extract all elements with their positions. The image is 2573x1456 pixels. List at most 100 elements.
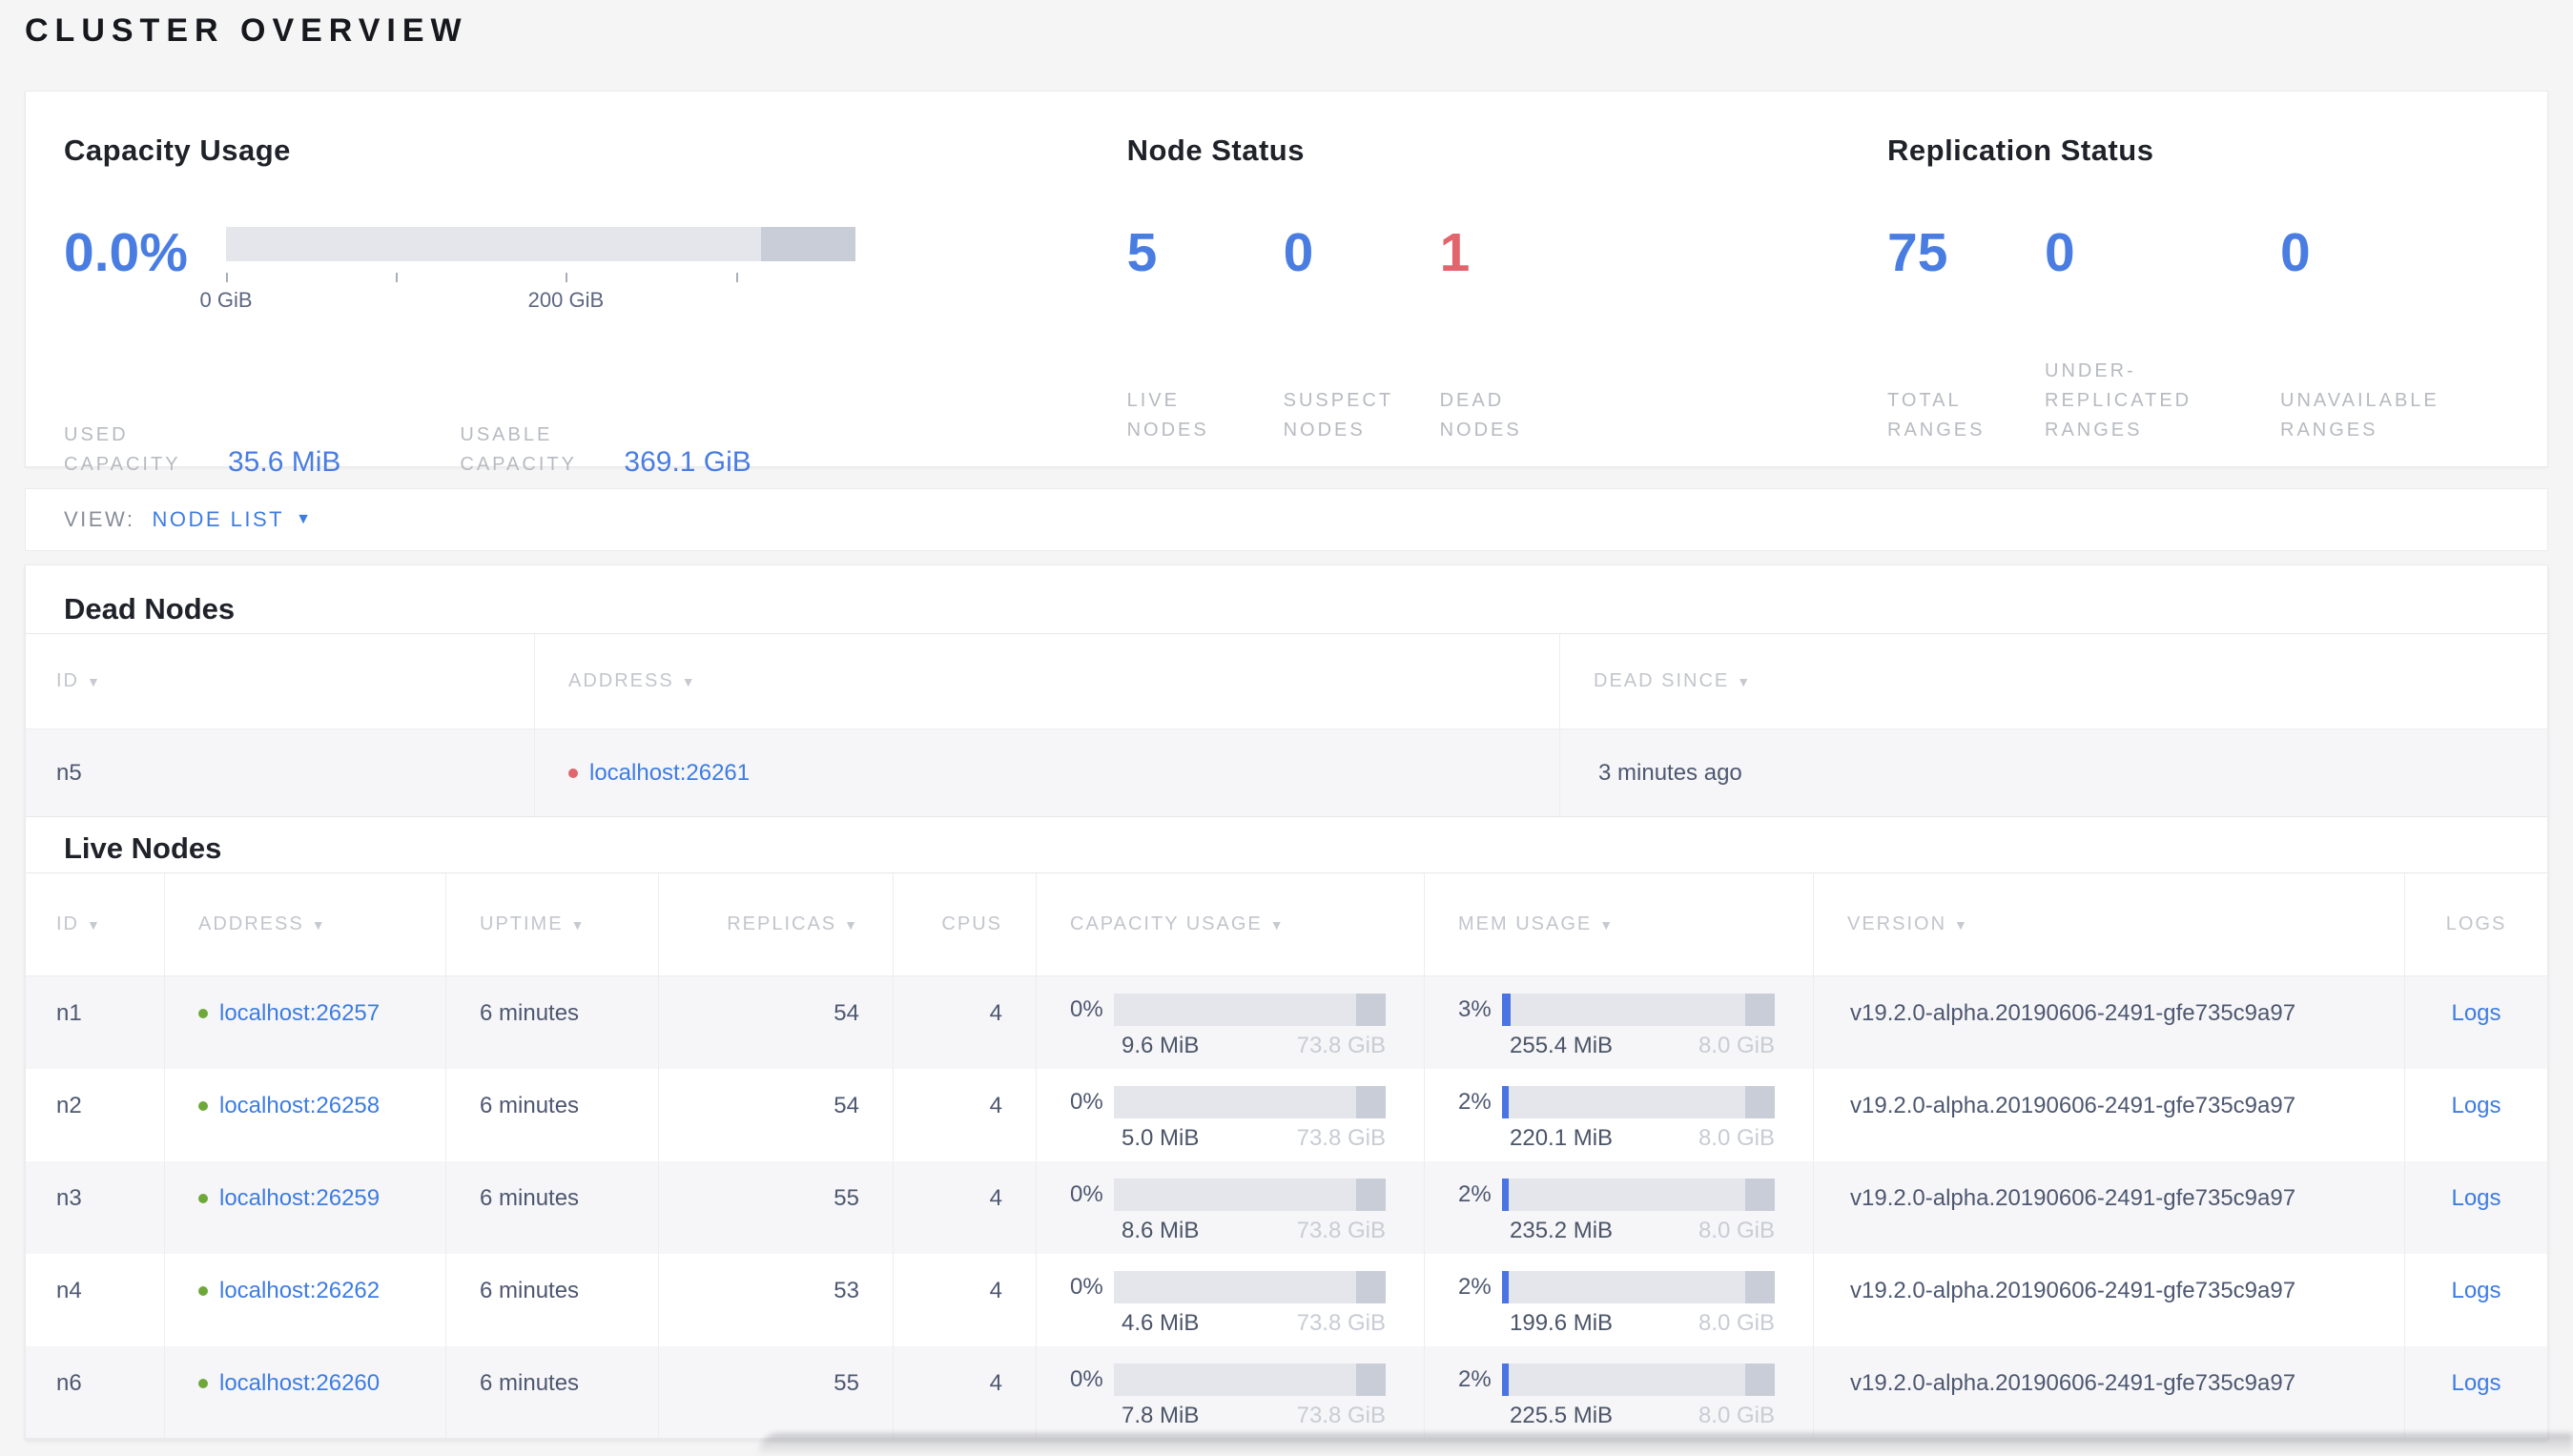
capacity-usage-chart: 0.0% 0 GiB 200 GiB	[64, 225, 1127, 315]
node-status-dot	[198, 1286, 208, 1296]
column-header-capacity-usage[interactable]: CAPACITY USAGE ▼	[1036, 873, 1424, 975]
node-address-link[interactable]: localhost:26259	[219, 1185, 381, 1211]
node-address-link[interactable]: localhost:26261	[589, 759, 751, 786]
node-status-dot	[198, 1101, 208, 1111]
stat-usable-capacity: USABLE CAPACITY 369.1 GiB	[460, 420, 751, 480]
capacity-usage: 0% 7.8 MiB 73.8 GiB	[1036, 1346, 1424, 1438]
stat-value: 369.1 GiB	[624, 446, 751, 478]
mem-usage-bar-fill	[1502, 1271, 1510, 1303]
table-row: n6 localhost:26260 6 minutes 55 4 0% 7.8 MiB 73…	[26, 1346, 2547, 1439]
column-header-label: UPTIME	[480, 913, 564, 934]
sort-arrow-icon: ▼	[844, 916, 859, 933]
mem-usage-values: 199.6 MiB 8.0 GiB	[1502, 1309, 1775, 1338]
stat-value: 0	[2280, 222, 2311, 283]
table-row: n3 localhost:26259 6 minutes 55 4 0% 8.6 MiB 73…	[26, 1161, 2547, 1254]
mem-usage-graph: 2% 235.2 MiB 8.0 GiB	[1458, 1179, 1775, 1245]
column-header-mem-usage[interactable]: MEM USAGE ▼	[1424, 873, 1813, 975]
mem-usage-bar-other-segment	[1744, 1364, 1775, 1396]
capacity-usage-graph: 0% 8.6 MiB 73.8 GiB	[1070, 1179, 1386, 1245]
cpus-cell: 4	[893, 1254, 1036, 1346]
mem-usage-bar-other-segment	[1744, 994, 1775, 1026]
mem-usage-bar-fill	[1502, 1179, 1510, 1211]
mem-usage-values: 220.1 MiB 8.0 GiB	[1502, 1124, 1775, 1153]
replicas-cell: 53	[658, 1254, 893, 1346]
logs-link[interactable]: Logs	[2451, 1000, 2501, 1026]
capacity-usage-bar-track	[1114, 994, 1386, 1026]
column-header-label: CAPACITY USAGE	[1070, 913, 1263, 934]
node-address-link[interactable]: localhost:26260	[219, 1370, 381, 1396]
mem-usage-stack: 225.5 MiB 8.0 GiB	[1502, 1364, 1775, 1430]
capacity-usage-card: Capacity Usage 0.0% 0 GiB 200 GiB USED CA…	[64, 132, 1127, 478]
stat-value: 0	[1283, 222, 1314, 283]
logs-link[interactable]: Logs	[2451, 1278, 2501, 1303]
stat-unavailable-ranges: 0 UNAVAILABLE RANGES	[2280, 225, 2509, 445]
mem-usage-graph: 2% 225.5 MiB 8.0 GiB	[1458, 1364, 1775, 1430]
node-address-link[interactable]: localhost:26262	[219, 1278, 381, 1303]
column-header-dead-since[interactable]: DEAD SINCE ▼	[1559, 634, 2547, 728]
table-row: n1 localhost:26257 6 minutes 54 4 0% 9.6 MiB 73…	[26, 976, 2547, 1069]
cpus-cell: 4	[893, 976, 1036, 1069]
node-address: localhost:26259	[198, 1184, 412, 1213]
capacity-stats: USED CAPACITY 35.6 MiB USABLE CAPACITY 3…	[64, 391, 1127, 480]
node-address: localhost:26262	[198, 1277, 412, 1305]
node-status-dot	[198, 1194, 208, 1203]
column-header-uptime[interactable]: UPTIME ▼	[445, 873, 658, 975]
column-header-version[interactable]: VERSION ▼	[1813, 873, 2404, 975]
capacity-usage-percent: 0%	[1070, 1089, 1103, 1115]
mem-usage: 2% 225.5 MiB 8.0 GiB	[1424, 1346, 1813, 1438]
capacity-usage-total-value: 73.8 GiB	[1296, 1310, 1386, 1336]
column-header-logs: LOGS	[2404, 873, 2547, 975]
node-address-link[interactable]: localhost:26258	[219, 1093, 381, 1118]
capacity-bar-ticks	[226, 273, 855, 282]
column-header-label: ADDRESS	[198, 913, 304, 934]
stat-label: USED CAPACITY	[64, 424, 181, 475]
mem-usage-total-value: 8.0 GiB	[1698, 1125, 1775, 1151]
logs-link[interactable]: Logs	[2451, 1093, 2501, 1118]
mem-usage-used-value: 235.2 MiB	[1510, 1218, 1614, 1243]
column-header-replicas[interactable]: REPLICAS ▼	[658, 873, 893, 975]
capacity-usage-graph: 0% 5.0 MiB 73.8 GiB	[1070, 1086, 1386, 1153]
capacity-usage-bar-other-segment	[1355, 1364, 1386, 1396]
stat-label: LIVE NODES	[1126, 390, 1209, 441]
column-header-address[interactable]: ADDRESS ▼	[534, 634, 1559, 728]
column-header-id[interactable]: ID ▼	[26, 873, 164, 975]
column-header-cpus: CPUS	[893, 873, 1036, 975]
page-title: CLUSTER OVERVIEW	[25, 12, 468, 49]
capacity-usage-values: 9.6 MiB 73.8 GiB	[1114, 1032, 1386, 1060]
capacity-usage-values: 8.6 MiB 73.8 GiB	[1114, 1217, 1386, 1245]
column-header-label: LOGS	[2445, 913, 2507, 934]
sort-arrow-icon: ▼	[681, 673, 697, 689]
logs-link[interactable]: Logs	[2451, 1185, 2501, 1211]
column-header-address[interactable]: ADDRESS ▼	[164, 873, 445, 975]
capacity-usage-bar-track	[1114, 1179, 1386, 1211]
version-cell: v19.2.0-alpha.20190606-2491-gfe735c9a97	[1813, 976, 2404, 1069]
capacity-usage-bar-other-segment	[1355, 994, 1386, 1026]
stat-under-replicated-ranges: 0 UNDER-REPLICATED RANGES	[2045, 225, 2280, 445]
column-header-id[interactable]: ID ▼	[26, 634, 534, 728]
view-label: VIEW:	[64, 507, 135, 531]
axis-tick	[735, 273, 738, 282]
node-address-cell: localhost:26261	[534, 729, 1559, 816]
capacity-usage-bar: 0 GiB 200 GiB	[199, 227, 855, 315]
node-address-link[interactable]: localhost:26257	[219, 1000, 381, 1026]
stat-value: 35.6 MiB	[228, 446, 341, 478]
nodes-tables-panel: Dead Nodes ID ▼ ADDRESS ▼ DEAD SINCE ▼ n5 loca…	[25, 564, 2548, 1440]
view-mode-dropdown[interactable]: NODE LIST ▼	[152, 507, 313, 532]
node-status-dot	[568, 768, 578, 778]
axis-tick	[226, 273, 228, 282]
page-bottom-shadow	[758, 1433, 2573, 1456]
uptime-cell: 6 minutes	[445, 1069, 658, 1161]
node-address-cell: localhost:26257	[164, 976, 445, 1069]
logs-link[interactable]: Logs	[2451, 1370, 2501, 1396]
axis-tick	[566, 273, 568, 282]
sort-arrow-icon: ▼	[1269, 916, 1286, 933]
stat-label: UNAVAILABLE RANGES	[2280, 390, 2439, 441]
axis-tick-label: 0 GiB	[199, 288, 253, 312]
mem-usage-values: 235.2 MiB 8.0 GiB	[1502, 1217, 1775, 1245]
view-mode-selected: NODE LIST	[152, 507, 285, 531]
mem-usage-bar-track	[1502, 1086, 1775, 1118]
node-status-stats: 5 LIVE NODES 0 SUSPECT NODES 1 DEAD NODE…	[1127, 225, 1887, 445]
stat-dead-nodes: 1 DEAD NODES	[1440, 225, 1596, 445]
stat-value: 1	[1439, 222, 1471, 283]
